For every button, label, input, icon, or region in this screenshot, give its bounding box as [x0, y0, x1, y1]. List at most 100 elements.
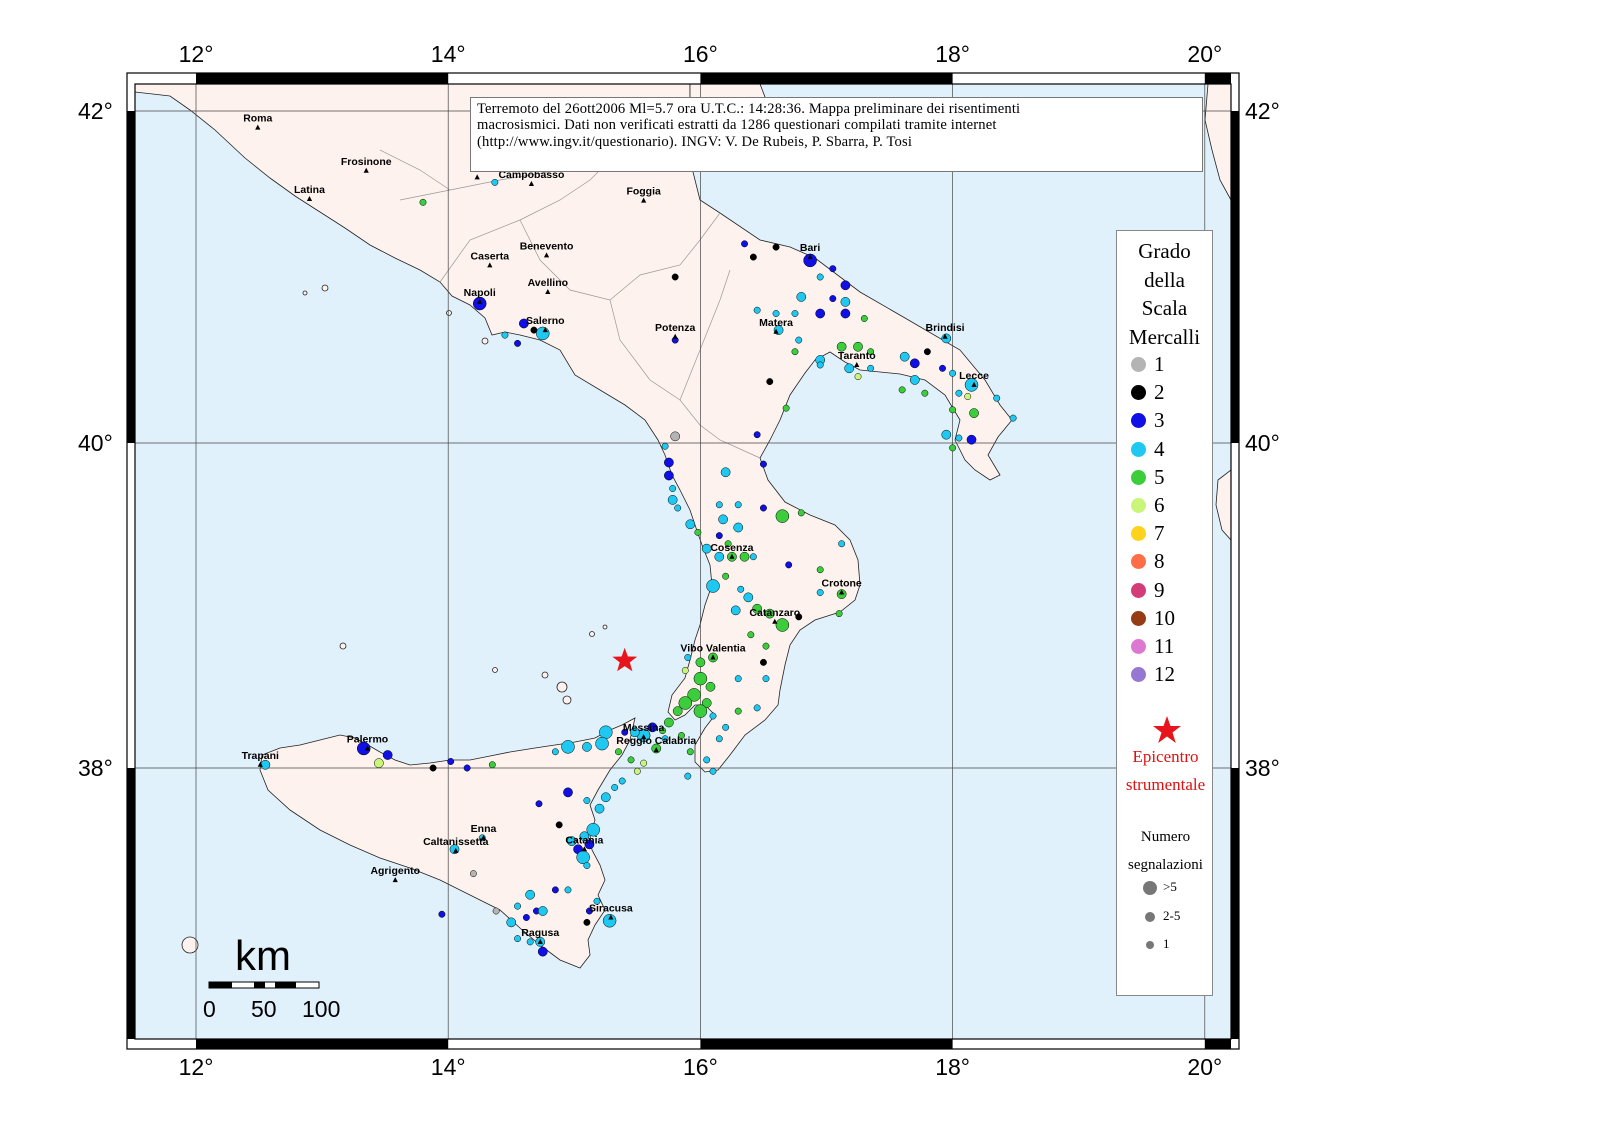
legend-epicenter-label: Epicentro strumentale: [1117, 743, 1214, 799]
observation-dot: [599, 725, 613, 739]
observation-dot: [670, 431, 681, 442]
observation-dot: [611, 784, 619, 791]
legend-count-title: Numero segnalazioni: [1117, 823, 1214, 879]
observation-dot: [672, 706, 683, 716]
observation-dot: [772, 243, 780, 251]
legend-count-line: Numero: [1140, 829, 1191, 845]
observation-dot: [703, 756, 711, 764]
lon-tick-bottom: 16°: [683, 1054, 718, 1080]
legend-item-label: 9: [1154, 577, 1165, 602]
observation-dot: [583, 862, 591, 869]
observation-dot: [785, 561, 793, 569]
observation-dot: [816, 589, 824, 596]
observation-dot: [594, 803, 605, 814]
epicenter-star-icon: [612, 647, 638, 672]
observation-dot: [373, 758, 384, 768]
frame-outer: [126, 72, 1240, 1050]
legend-item-label: 7: [1154, 521, 1165, 546]
observation-dot: [909, 358, 920, 369]
city-marker-icon: [641, 197, 647, 203]
observation-dot: [701, 698, 712, 708]
legend-size-small: 1: [1117, 936, 1214, 956]
observation-dot: [939, 364, 946, 372]
observation-dot: [772, 310, 780, 317]
observation-dot: [867, 348, 875, 356]
city-marker-icon: [672, 333, 678, 339]
tick-labels: 12° 12° 14° 14° 16° 16° 18° 18° 20° 20° 42° 42° 40° 4…: [78, 41, 1280, 1080]
observation-dot: [614, 748, 622, 756]
city-label: Napoli: [464, 287, 496, 299]
lat-tick-left: 40°: [78, 430, 113, 456]
observation-dot: [694, 528, 702, 536]
legend-item-label: 3: [1154, 408, 1165, 433]
legend-item-label: 5: [1154, 464, 1165, 489]
observation-dot: [492, 907, 500, 915]
city-marker-icon: [581, 846, 587, 852]
lon-tick-top: 14°: [431, 41, 466, 67]
observation-dot: [816, 566, 824, 574]
observation-dot: [840, 308, 851, 319]
observation-dot: [734, 501, 742, 509]
observation-dot: [488, 761, 496, 769]
observation-dot: [795, 336, 803, 344]
observation-dot: [941, 429, 952, 440]
city-label: Ragusa: [521, 927, 559, 939]
legend-item: 7: [1117, 522, 1214, 548]
observation-dot: [964, 378, 979, 392]
observation-dot: [693, 704, 708, 718]
observation-dot: [955, 434, 963, 442]
observation-dot: [803, 253, 817, 268]
legend-size-medium: 2-5: [1117, 908, 1214, 928]
observation-dot: [506, 917, 517, 928]
city-marker-icon: [710, 654, 716, 660]
observation-dot: [753, 704, 761, 712]
observation-dot: [555, 821, 563, 829]
city-marker-icon: [807, 254, 813, 260]
city-label: Latina: [294, 184, 325, 196]
city-label: Trapani: [242, 750, 279, 762]
legend: Grado della Scala Mercalli 1 2 3 4 5 6 7 8 9 10 11…: [1116, 230, 1213, 996]
observation-dot: [633, 767, 641, 775]
city-marker-icon: [487, 262, 493, 268]
observation-dot: [1009, 414, 1017, 422]
observation-dot: [766, 378, 774, 386]
observation-dot: [661, 442, 669, 450]
observation-dot: [640, 759, 648, 767]
city-marker-icon: [537, 938, 543, 944]
frame-bar: [1231, 111, 1239, 443]
legend-item-label: 10: [1154, 605, 1175, 630]
observation-dot: [775, 509, 790, 523]
legend-item: 10: [1117, 605, 1214, 633]
legend-item: 4: [1117, 437, 1214, 464]
observation-dot: [709, 712, 717, 720]
observation-dot: [749, 553, 757, 561]
lon-tick-bottom: 18°: [935, 1054, 970, 1080]
observation-dot: [664, 470, 674, 481]
lat-tick-left: 38°: [78, 755, 113, 781]
city-label: Catania: [565, 834, 603, 846]
observation-dot: [684, 654, 692, 661]
observation-dot: [829, 265, 837, 273]
city-label: Enna: [471, 823, 497, 835]
observation-dot: [536, 326, 550, 341]
observation-dot: [737, 585, 745, 593]
observation-dot: [491, 178, 499, 186]
observation-dot: [627, 756, 635, 764]
land-sicily: [259, 717, 636, 969]
observation-dot: [537, 946, 548, 957]
legend-item-label: 8: [1154, 549, 1165, 574]
observation-dot: [853, 341, 863, 352]
legend-color-dot-icon: [1131, 526, 1146, 542]
observation-dot: [753, 306, 761, 314]
legend-epicenter-line: strumentale: [1125, 775, 1206, 794]
observation-dot: [722, 723, 730, 731]
legend-item-label: 12: [1154, 662, 1175, 687]
size-medium-dot-icon: [1145, 912, 1155, 922]
observation-dot: [969, 408, 979, 418]
frame-bar: [700, 1039, 953, 1049]
observation-dot: [551, 886, 559, 894]
observation-dot: [579, 831, 590, 842]
city-marker-icon: [839, 589, 845, 595]
observation-dot: [898, 386, 906, 394]
city-marker-icon: [453, 847, 459, 853]
